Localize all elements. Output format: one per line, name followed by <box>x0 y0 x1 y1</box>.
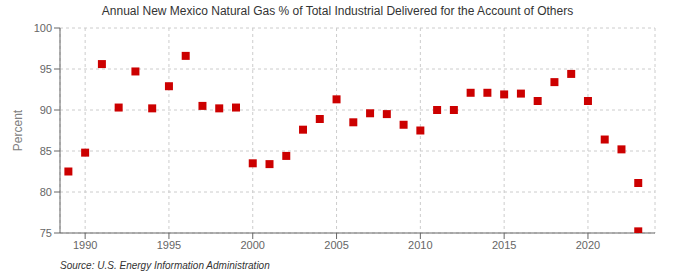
html-text:Annual New Mexico Natural Gas: Annual New Mexico Natural Gas % of Total… <box>101 4 574 18</box>
svg-text:2005: 2005 <box>324 239 348 251</box>
svg-text:1995: 1995 <box>157 239 181 251</box>
svg-text:2020: 2020 <box>576 239 600 251</box>
svg-text:2015: 2015 <box>492 239 516 251</box>
svg-text:90: 90 <box>40 104 52 116</box>
svg-text:Percent: Percent <box>11 109 25 151</box>
html-text:Source: U.S. Energy Informatio: Source: U.S. Energy Information Administ… <box>60 260 270 271</box>
svg-text:80: 80 <box>40 186 52 198</box>
svg-text:95: 95 <box>40 63 52 75</box>
svg-text:100: 100 <box>34 22 52 34</box>
svg-text:75: 75 <box>40 227 52 239</box>
svg-text:2000: 2000 <box>241 239 265 251</box>
svg-text:2010: 2010 <box>408 239 432 251</box>
svg-text:85: 85 <box>40 145 52 157</box>
svg-text:1990: 1990 <box>73 239 97 251</box>
